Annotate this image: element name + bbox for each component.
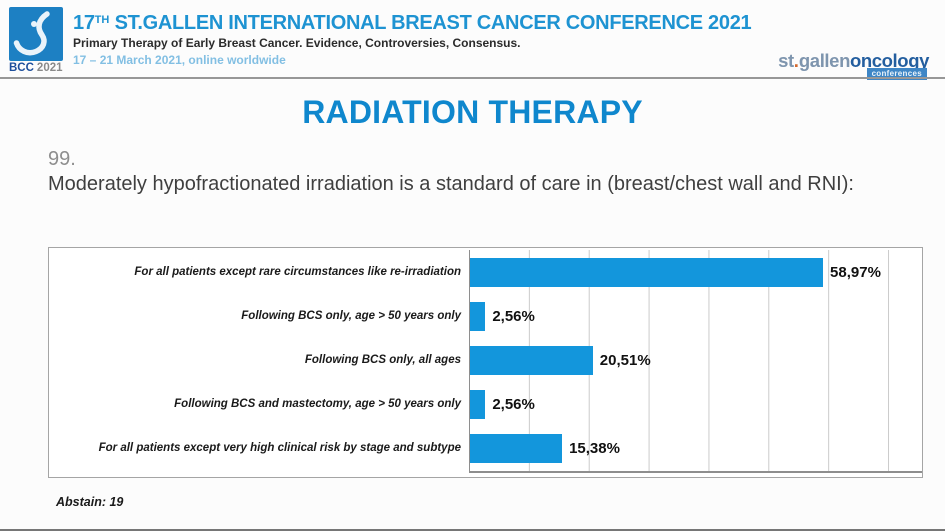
bar-value-label: 2,56% [492,307,535,325]
conference-subtitle: Primary Therapy of Early Breast Cancer. … [73,36,521,50]
conference-title-text: ST.GALLEN INTERNATIONAL BREAST CANCER CO… [109,12,752,34]
conference-title-ordinal: TH [94,14,110,26]
org-logo-st: st [778,50,794,71]
bar [470,301,486,331]
abstain-note: Abstain: 19 [56,495,124,509]
header-text-block: 17TH ST.GALLEN INTERNATIONAL BREAST CANC… [73,9,752,67]
bar [470,434,563,464]
swan-drop-icon [9,7,63,61]
bar [470,346,593,375]
chart-rows: For all patients except rare circumstanc… [49,250,922,472]
bcc-year: 2021 [36,62,63,74]
bcc-acronym: BCC [9,62,34,74]
conference-title: 17TH ST.GALLEN INTERNATIONAL BREAST CANC… [73,9,752,34]
bar-value-label: 58,97% [830,263,881,281]
bar [470,390,486,420]
chart-row: For all patients except rare circumstanc… [49,250,922,295]
question-number: 99. [48,148,76,170]
bar-plot-area: 2,56% [469,294,922,339]
question-block: 99. Moderately hypofractionated irradiat… [48,147,906,197]
bar-category-label: Following BCS only, all ages [304,354,461,366]
bar-value-label: 2,56% [492,396,535,414]
bar [470,257,824,287]
bar-plot-area: 15,38% [469,426,922,472]
question-text: Moderately hypofractionated irradiation … [48,173,854,195]
chart-row: Following BCS only, age > 50 years only 2… [49,294,922,339]
bar-category-label: For all patients except very high clinic… [98,442,461,455]
chart-row: For all patients except very high clinic… [49,426,922,472]
org-logo-oncology: oncology [849,50,929,71]
bcc-conference-logo: BCC 2021 [9,7,63,74]
conference-title-number: 17 [73,12,95,34]
bar-value-label: 20,51% [599,352,651,369]
poll-results-bar-chart: For all patients except rare circumstanc… [48,247,923,478]
bar-plot-area: 2,56% [469,382,922,427]
stgallen-oncology-logo: st.gallenoncology conferences [778,50,929,80]
conference-dates: 17 – 21 March 2021, online worldwide [73,53,286,67]
bar-plot-area: 58,97% [469,250,922,295]
org-logo-dot-icon: . [793,50,799,71]
bar-category-label: Following BCS and mastectomy, age > 50 y… [174,398,461,411]
slide-title: RADIATION THERAPY [302,94,643,130]
org-logo-gallen: gallen [798,50,850,71]
chart-x-axis [469,471,922,473]
bar-plot-area: 20,51% [469,338,922,383]
bar-category-label: Following BCS only, age > 50 years only [241,309,461,322]
bar-value-label: 15,38% [569,440,620,458]
bottom-edge-strip [0,529,945,531]
chart-row: Following BCS and mastectomy, age > 50 y… [49,382,922,427]
chart-row: Following BCS only, all ages 20,51% [49,338,922,383]
bcc-logo-caption: BCC 2021 [9,62,63,74]
bar-category-label: For all patients except rare circumstanc… [134,265,461,278]
header-divider [0,77,945,79]
